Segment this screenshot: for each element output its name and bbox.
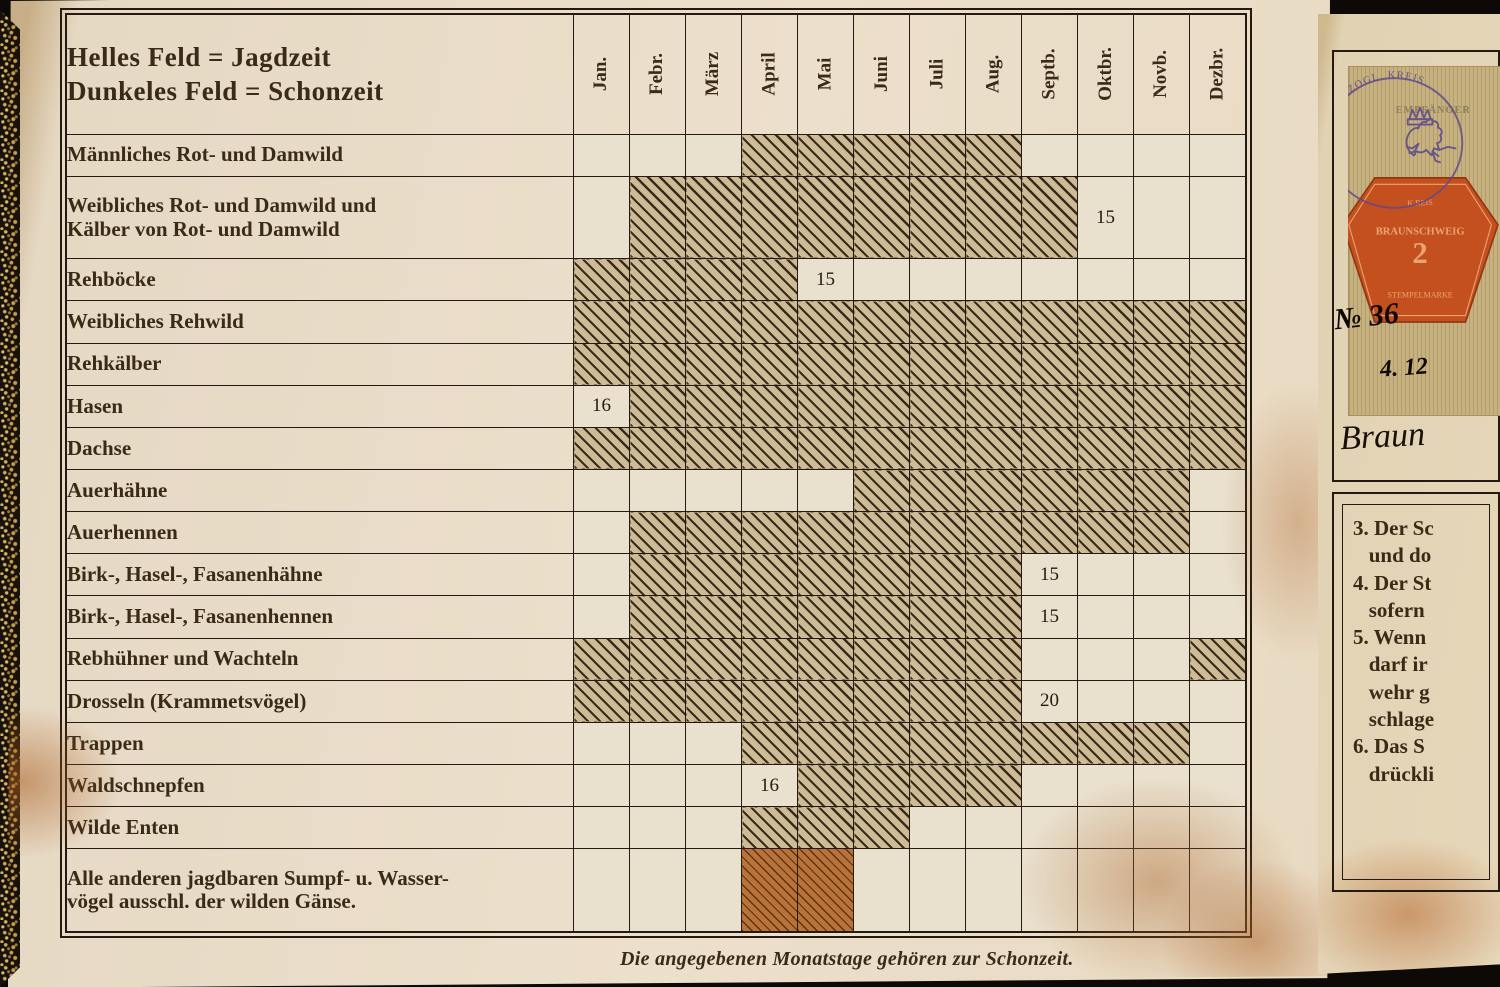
- svg-text:2: 2: [1412, 236, 1427, 270]
- svg-text:EMPFÄNGER: EMPFÄNGER: [1396, 103, 1471, 116]
